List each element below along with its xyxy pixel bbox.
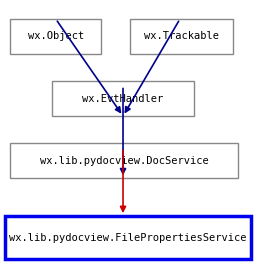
Text: wx.Object: wx.Object: [27, 31, 84, 42]
Text: wx.lib.pydocview.DocService: wx.lib.pydocview.DocService: [40, 156, 209, 166]
Bar: [52, 81, 194, 116]
Bar: [130, 19, 233, 54]
Bar: [10, 19, 101, 54]
Text: wx.Trackable: wx.Trackable: [144, 31, 219, 42]
Text: wx.lib.pydocview.FilePropertiesService: wx.lib.pydocview.FilePropertiesService: [10, 232, 247, 243]
Bar: [10, 143, 238, 178]
Bar: [5, 216, 251, 259]
Text: wx.EvtHandler: wx.EvtHandler: [82, 93, 164, 104]
